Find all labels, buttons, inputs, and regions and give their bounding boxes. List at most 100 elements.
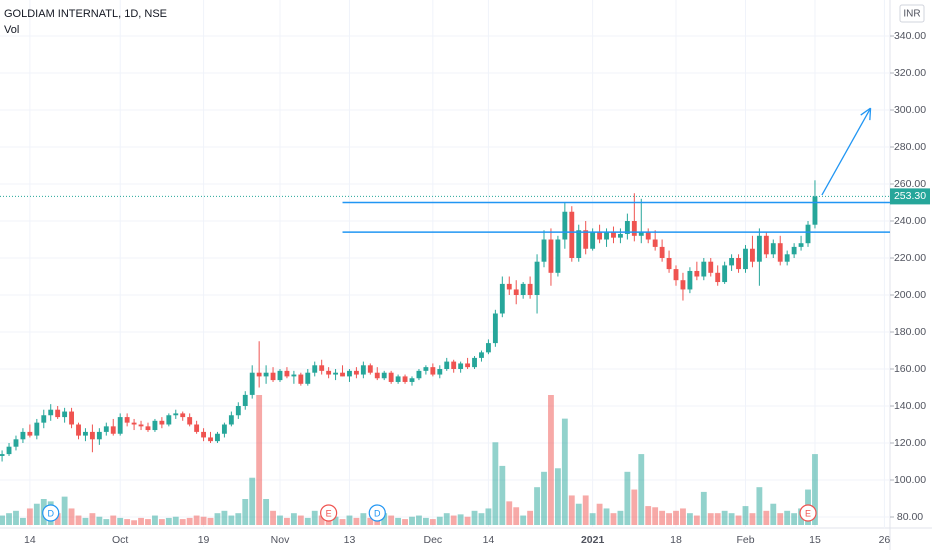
volume-bar [0,515,6,525]
x-tick-label: Nov [271,534,290,546]
currency-box[interactable] [899,4,925,23]
x-tick-label: 15 [809,534,821,546]
candle-body [187,417,193,425]
volume-bar [270,510,276,525]
volume-bar [513,507,520,525]
x-tick-label: 14 [24,534,36,546]
candle-body [694,270,700,277]
volume-bar [680,508,686,525]
volume-bar [68,508,75,525]
candle-body [235,406,241,416]
volume-bar [666,513,672,525]
candle-body [208,437,213,442]
volume-bar [353,517,360,525]
y-tick-label: 260.00 [894,178,926,190]
volume-bar [131,520,138,525]
candle-body [569,211,575,258]
candle-body [736,258,741,270]
candle-body [562,211,568,240]
x-tick-label: 18 [670,534,682,546]
volume-bar [96,516,103,525]
candle-body [402,376,408,382]
candle-body [409,378,415,382]
candle-body [430,367,436,375]
candle-body [20,431,26,440]
volume-bar [812,454,818,525]
candle-body [458,363,464,369]
candle-body [76,424,81,436]
volume-bar [33,503,40,525]
volume-bar [770,503,777,525]
volume-bar [777,513,784,525]
volume-bar [103,519,110,525]
candle-body [34,422,40,436]
volume-bar [728,513,735,525]
candle-body [159,420,165,425]
y-tick-label: 120.00 [894,437,926,449]
volume-bar [429,519,436,525]
arrow [821,107,872,196]
volume-bar [256,395,263,525]
y-tick-label: 320.00 [894,67,926,79]
volume-bar [152,515,158,525]
volume-bar [388,515,395,525]
volume-label: Vol [4,24,19,36]
volume-bar [409,516,415,525]
volume-bar [575,503,582,525]
candle-body [89,431,95,440]
last-price-box [890,188,930,205]
volume-bar [61,496,68,525]
x-tick-label: 2021 [581,534,605,546]
volume-bar [763,510,770,525]
candle-body [381,372,387,379]
volume-bar [784,510,791,525]
candle-body [96,431,102,440]
candle-body [756,235,762,262]
candle-body [228,415,234,425]
volume-bar [589,513,596,525]
candle-body [798,243,804,247]
candle-body [485,343,491,353]
event-marker [320,504,338,522]
y-tick-label: 300.00 [894,104,926,116]
volume-bar [158,519,165,525]
candle-body [666,258,672,270]
volume-bar [284,517,290,525]
volume-bar [700,491,707,525]
candle-body [680,280,686,290]
y-tick-label: 200.00 [894,289,926,301]
volume-bar [561,418,568,525]
candle-body [69,411,74,425]
candle-body [652,239,658,247]
x-tick-label: 13 [344,534,356,546]
volume-bar [26,508,33,525]
candle-body [791,246,797,255]
volume-bar [395,517,402,525]
volume-bar [596,503,603,525]
candle-body [687,270,693,290]
candle-body [41,415,47,423]
candle-body [340,372,345,377]
event-marker [42,504,60,522]
y-tick-label: 340.00 [894,30,926,42]
candle-body [360,365,366,375]
volume-bar [367,517,374,525]
candle-body [55,409,61,418]
candle-body [62,411,68,418]
currency[interactable]: INR [903,9,920,20]
volume-bar [235,513,242,525]
candle-body [388,372,394,382]
candle-body [555,239,561,273]
candle-body [541,239,547,262]
volume-bar [339,519,346,525]
candle-body [715,272,721,283]
volume-bar [54,513,61,525]
volume-bar [172,516,179,525]
volume-bar [707,513,714,525]
y-tick-label: 140.00 [894,400,926,412]
chart-title: GOLDIAM INTERNATL, 1D, NSE [4,8,167,20]
candle-body [499,283,505,314]
candle-body [423,367,429,371]
y-tick-label: 160.00 [894,363,926,375]
candle-body [194,424,200,432]
